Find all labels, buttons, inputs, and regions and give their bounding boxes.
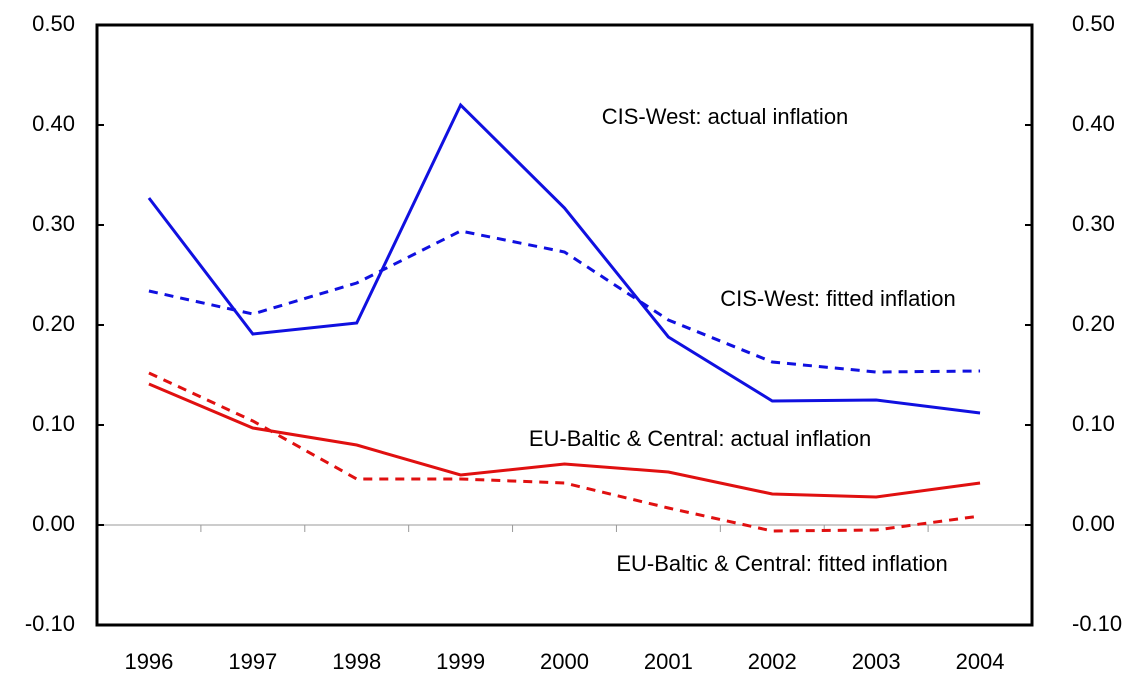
y2-tick-label: 0.40 bbox=[1072, 111, 1115, 136]
series-line bbox=[148, 382, 981, 499]
y-tick-label: 0.30 bbox=[32, 211, 75, 236]
y2-tick-label: 0.30 bbox=[1072, 211, 1115, 236]
y-tick-label: 0.10 bbox=[32, 411, 75, 436]
x-tick-label: 1997 bbox=[228, 649, 277, 674]
series-label: CIS-West: fitted inflation bbox=[720, 286, 956, 311]
series-line bbox=[147, 102, 981, 415]
series-label: EU-Baltic & Central: fitted inflation bbox=[616, 551, 947, 576]
y-tick-label: 0.00 bbox=[32, 511, 75, 536]
y-tick-label: 0.50 bbox=[32, 11, 75, 36]
plot-frame bbox=[95, 23, 1034, 627]
x-tick-label: 2003 bbox=[852, 649, 901, 674]
series-label: CIS-West: actual inflation bbox=[602, 104, 849, 129]
y2-tick-label: 0.00 bbox=[1072, 511, 1115, 536]
series-label: EU-Baltic & Central: actual inflation bbox=[529, 426, 871, 451]
y2-tick-label: 0.20 bbox=[1072, 311, 1115, 336]
x-tick-label: 2000 bbox=[540, 649, 589, 674]
series-line bbox=[148, 371, 981, 533]
y2-tick-label: -0.10 bbox=[1072, 611, 1122, 636]
y-tick-label: -0.10 bbox=[25, 611, 75, 636]
y-tick-label: 0.20 bbox=[32, 311, 75, 336]
x-tick-label: 1998 bbox=[332, 649, 381, 674]
x-tick-label: 2004 bbox=[956, 649, 1005, 674]
x-tick-label: 1999 bbox=[436, 649, 485, 674]
x-tick-label: 2002 bbox=[748, 649, 797, 674]
x-tick-label: 2001 bbox=[644, 649, 693, 674]
y2-tick-label: 0.50 bbox=[1072, 11, 1115, 36]
x-tick-label: 1996 bbox=[124, 649, 173, 674]
y2-tick-label: 0.10 bbox=[1072, 411, 1115, 436]
y-tick-label: 0.40 bbox=[32, 111, 75, 136]
series-line bbox=[148, 229, 981, 374]
